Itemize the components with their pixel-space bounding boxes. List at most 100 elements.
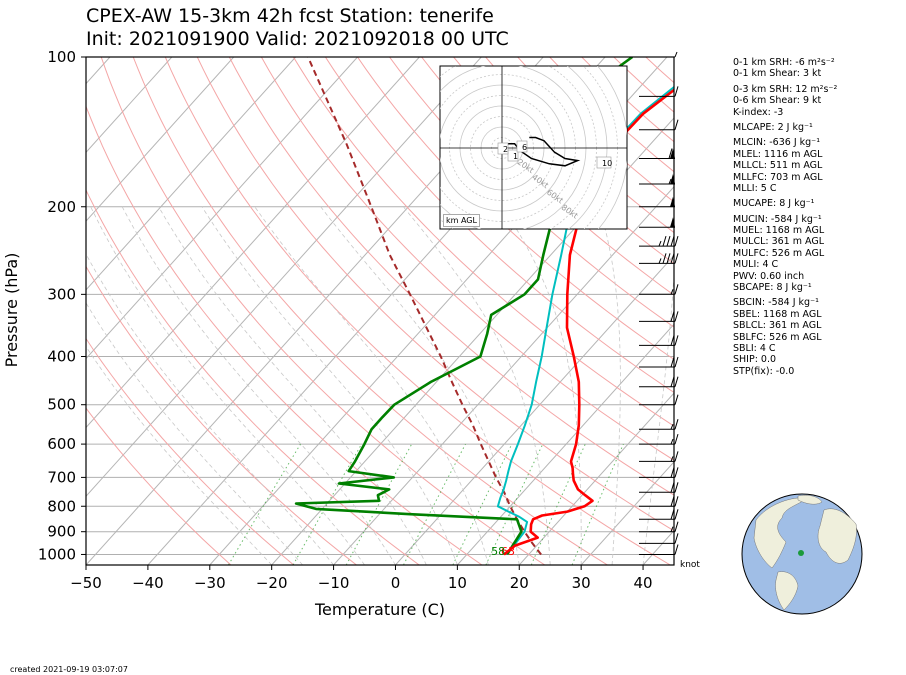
hodograph-height-label: 2: [503, 145, 508, 154]
index-line: MUEL: 1168 m AGL: [733, 225, 825, 237]
chart-title: CPEX-AW 15-3km 42h fcst Station: tenerif…: [86, 5, 494, 27]
dry-adiabat-line: [549, 57, 674, 173]
index-line: MLLCL: 511 m AGL: [733, 160, 823, 172]
isotherm-line: [86, 57, 358, 360]
y-tick-label: 900: [47, 523, 76, 541]
index-line: SBLFC: 526 m AGL: [733, 331, 822, 343]
mixing-ratio-line: [292, 443, 363, 565]
index-line: MLLFC: 703 m AGL: [733, 171, 823, 183]
moist-adiabat-line: [86, 345, 272, 565]
moist-adiabat-line: [320, 206, 520, 565]
index-line: SBLCL: 361 m AGL: [733, 320, 822, 332]
y-axis-label: Pressure (hPa): [2, 252, 21, 368]
isotherm-line: [518, 392, 674, 565]
y-tick-label: 500: [47, 396, 76, 414]
wind-barb: [639, 119, 679, 131]
moist-adiabat-line: [598, 206, 621, 565]
index-line: MUCAPE: 8 J kg⁻¹: [733, 198, 815, 210]
y-tick-label: 600: [47, 435, 76, 453]
chart-subtitle: Init: 2021091900 Valid: 2021092018 00 UT…: [86, 28, 509, 50]
dry-adiabat-line: [86, 189, 420, 565]
wind-barb: [639, 451, 679, 462]
hodograph-height-box: [497, 142, 509, 155]
mixing-ratio-line: [571, 443, 624, 565]
dry-adiabat-line: [324, 57, 674, 394]
wind-barb: [639, 482, 679, 493]
hodograph-height-box: [596, 156, 612, 169]
dry-adiabat-line: [228, 57, 674, 496]
isotherm-line: [395, 254, 674, 565]
x-tick-label: −10: [318, 574, 350, 592]
wind-barb: [639, 433, 679, 445]
isotherm-line: [86, 57, 420, 429]
wind-barb: [639, 86, 679, 97]
mixing-ratio-line: [345, 443, 413, 565]
x-tick-label: 20: [510, 574, 529, 592]
index-line: 0-1 km Shear: 3 kt: [733, 68, 822, 80]
index-line: SBEL: 1168 m AGL: [733, 308, 822, 320]
plot-frame: [85, 56, 675, 566]
x-tick-label: 10: [448, 574, 467, 592]
y-tick-label: 300: [47, 285, 76, 303]
index-line: 0-1 km SRH: -6 m²s⁻²: [733, 57, 835, 68]
isotherm-line: [86, 57, 296, 291]
hodograph-height-label: 6: [522, 143, 527, 152]
mixing-ratio-line: [227, 443, 301, 565]
isotherm-line: [456, 323, 674, 565]
globe-land-greenland: [797, 495, 823, 505]
hodograph-height-label: 10: [602, 159, 612, 168]
surface-dewpoint-label: 58: [491, 545, 505, 558]
dry-adiabat-line: [164, 57, 671, 565]
index-line: PWV: 0.60 inch: [733, 270, 805, 282]
moist-adiabat-line: [86, 302, 303, 565]
y-tick-label: 700: [47, 468, 76, 486]
moist-adiabat-line: [254, 206, 489, 565]
y-tick-label: 400: [47, 348, 76, 366]
x-axis-label: Temperature (C): [314, 600, 446, 619]
surface-temperature-label: 63: [501, 545, 515, 558]
moist-adiabat-line: [121, 206, 396, 565]
index-line: 0-3 km SRH: 12 m²s⁻²: [733, 83, 838, 95]
index-line: MUCIN: -584 J kg⁻¹: [733, 213, 822, 225]
y-tick-label: 1000: [38, 545, 76, 563]
x-tick-label: −20: [256, 574, 288, 592]
moist-adiabat-line: [501, 206, 582, 565]
x-tick-label: 30: [572, 574, 591, 592]
index-line: SBLI: 4 C: [733, 342, 776, 354]
wind-barb: [639, 533, 679, 544]
dry-adiabat-line: [86, 265, 357, 565]
x-tick-label: −50: [70, 574, 102, 592]
wind-barb: [639, 394, 679, 406]
dry-adiabat-line: [86, 407, 232, 565]
isotherm-line: [271, 117, 674, 565]
index-line: 0-6 km Shear: 9 kt: [733, 95, 822, 107]
index-line: MULCL: 361 m AGL: [733, 236, 825, 248]
index-line: MULI: 4 C: [733, 259, 779, 271]
station-marker: [798, 550, 804, 556]
wind-barb: [639, 174, 675, 185]
wind-barb: [639, 509, 679, 520]
hodograph-trace: [501, 136, 581, 167]
globe-land-europe-africa: [817, 508, 857, 564]
mixing-ratio-line: [530, 443, 586, 565]
isotherm-line: [86, 57, 235, 222]
index-line: K-index: -3: [733, 106, 784, 118]
dry-adiabat-line: [292, 57, 674, 427]
index-line: SHIP: 0.0: [733, 354, 777, 366]
index-line: STP(fix): -0.0: [733, 365, 795, 377]
location-globe: [741, 493, 863, 615]
wind-barb: [639, 148, 675, 159]
index-line: MLCIN: -636 J kg⁻¹: [733, 137, 821, 149]
x-tick-label: −40: [132, 574, 164, 592]
dry-adiabat-line: [260, 57, 674, 461]
dry-adiabat-line: [196, 57, 674, 532]
x-tick-label: 40: [634, 574, 653, 592]
y-tick-label: 800: [47, 497, 76, 515]
moist-adiabat-line: [86, 253, 334, 565]
dry-adiabat-line: [357, 57, 674, 361]
moist-adiabat-line: [642, 269, 674, 565]
dry-adiabat-line: [132, 57, 608, 565]
wind-barb: [639, 496, 679, 507]
index-line: SBCIN: -584 J kg⁻¹: [733, 297, 819, 309]
